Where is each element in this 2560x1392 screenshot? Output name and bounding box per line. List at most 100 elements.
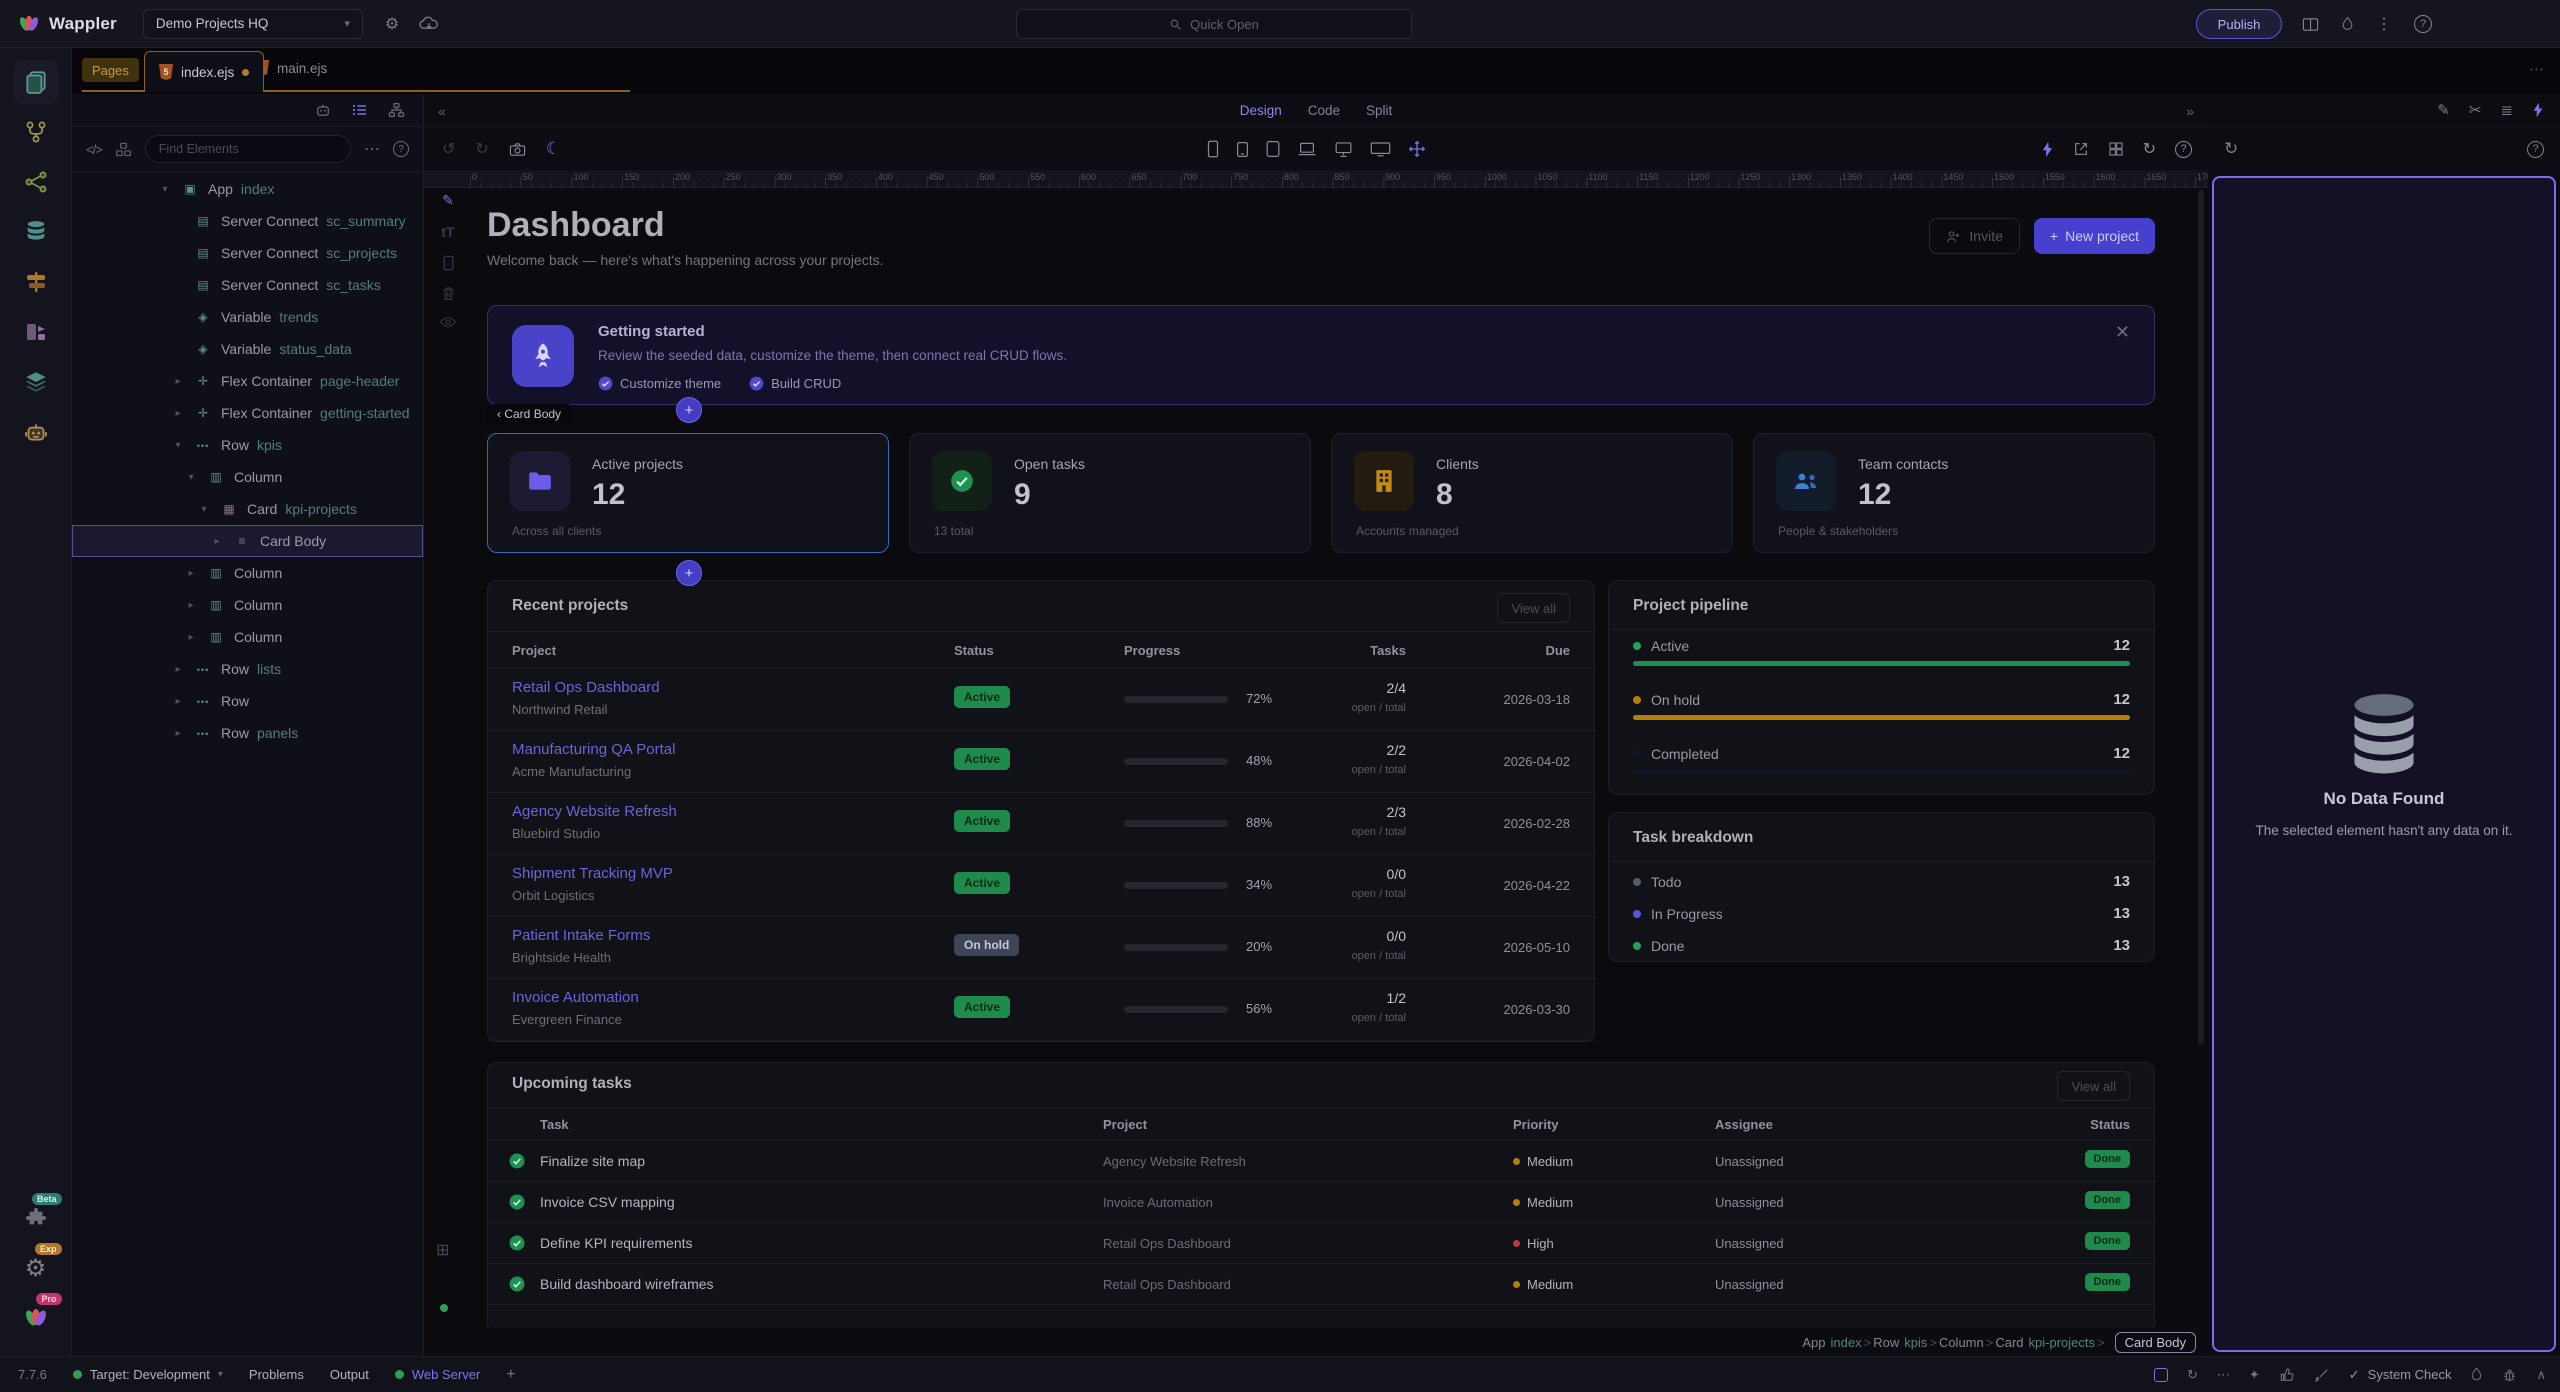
grid-guides-icon[interactable] [2108,141,2124,157]
device-monitor-icon[interactable] [1370,141,1391,157]
insert-after-button[interactable]: + [676,560,702,586]
styles-icon[interactable]: ≣ [2500,101,2513,119]
rail-components[interactable] [14,310,58,354]
banner-step-chip[interactable]: Customize theme [598,376,721,391]
breadcrumb-item[interactable]: Appindex [1802,1335,1861,1350]
grid-toggle-icon[interactable]: ⊞ [436,1240,449,1260]
breadcrumb-item[interactable]: Cardkpi-projects [1995,1335,2095,1350]
invite-button[interactable]: Invite [1929,218,2019,254]
caret-icon[interactable]: ▸ [171,696,185,707]
bug-icon[interactable] [2502,1367,2517,1383]
breadcrumb-item[interactable]: Column [1939,1335,1984,1350]
tree-row[interactable]: Variable status_data [72,333,423,365]
caret-icon[interactable]: ▸ [210,536,224,547]
tab-index-ejs[interactable]: 5 index.ejs [144,51,264,92]
rail-database[interactable] [14,210,58,254]
system-check-button[interactable]: ✓System Check [2349,1367,2452,1383]
tree-row[interactable]: ▾ Row kpis [72,429,423,461]
rail-workflows[interactable] [14,160,58,204]
caret-icon[interactable]: ▸ [171,408,185,419]
design-help-icon[interactable]: ? [2175,141,2192,158]
tree-row[interactable]: ▸ Flex Container page-header [72,365,423,397]
caret-icon[interactable]: ▸ [171,728,185,739]
refresh-icon[interactable]: ↻ [2187,1367,2198,1383]
edit-mode-icon[interactable]: ✎ [442,192,454,209]
add-panel-icon[interactable]: + [506,1366,515,1384]
banner-step-chip[interactable]: Build CRUD [749,376,841,391]
project-link[interactable]: Patient Intake Forms [512,927,650,944]
publish-button[interactable]: Publish [2196,9,2282,39]
rail-settings[interactable]: ⚙Exp [14,1246,58,1290]
project-link[interactable]: Manufacturing QA Portal [512,741,675,758]
tree-row[interactable]: Variable trends [72,301,423,333]
kpi-card-open-tasks[interactable]: Open tasks 9 13 total [909,433,1311,553]
output-tab[interactable]: Output [330,1367,369,1382]
format-brush-icon[interactable] [2314,1367,2330,1383]
device-tablet-icon[interactable] [1266,140,1280,158]
project-row[interactable]: Retail Ops Dashboard Northwind Retail Ac… [488,669,1594,731]
project-row[interactable]: Invoice Automation Evergreen Finance Act… [488,979,1594,1041]
project-link[interactable]: Shipment Tracking MVP [512,865,673,882]
project-row[interactable]: Patient Intake Forms Brightside Health O… [488,917,1594,979]
device-desktop-icon[interactable] [1334,141,1353,158]
check-circle-icon[interactable] [508,1152,526,1170]
web-server-tab[interactable]: Web Server [395,1367,480,1382]
tree-row[interactable]: ▸ Row panels [72,717,423,749]
close-icon[interactable]: ✕ [2115,322,2130,343]
rail-pro[interactable]: Pro [14,1296,58,1340]
breadcrumb-item[interactable]: Rowkpis [1873,1335,1927,1350]
caret-icon[interactable]: ▾ [184,472,198,483]
responsive-move-icon[interactable] [1408,140,1426,158]
device-laptop-icon[interactable] [1297,141,1317,157]
tree-row[interactable]: Server Connect sc_tasks [72,269,423,301]
tree-row[interactable]: ▸ Column [72,589,423,621]
kpi-card-clients[interactable]: Clients 8 Accounts managed [1331,433,1733,553]
tree-row[interactable]: ▸ Row [72,685,423,717]
theme-droplet-icon[interactable] [2341,16,2354,32]
task-row[interactable]: Build dashboard wireframes Retail Ops Da… [488,1264,2154,1305]
refresh-icon[interactable]: ↻ [2143,139,2156,159]
tree-row[interactable]: ▸ Column [72,621,423,653]
caret-icon[interactable]: ▾ [197,504,211,515]
cut-icon[interactable]: ✂ [2469,101,2482,119]
kpi-card-team-contacts[interactable]: Team contacts 12 People & stakeholders [1753,433,2155,553]
check-circle-icon[interactable] [508,1275,526,1293]
tree-row[interactable]: ▸ Flex Container getting-started [72,397,423,429]
tree-row[interactable]: ▾ App index [72,173,423,205]
help-icon[interactable]: ? [2414,15,2432,33]
structure-list-view-icon[interactable] [352,103,368,117]
cloud-download-icon[interactable] [419,14,439,34]
design-canvas[interactable]: ✎ tT ⊞ Dashboard Welcome back — here's w… [424,188,2208,1356]
project-row[interactable]: Shipment Tracking MVP Orbit Logistics Ac… [488,855,1594,917]
device-phone-icon[interactable] [1207,140,1219,158]
sparkles-icon[interactable]: ✦ [2249,1367,2260,1383]
selected-element-chip[interactable]: ‹ Card Body [487,404,571,424]
tree-row[interactable]: Server Connect sc_summary [72,205,423,237]
ai-robot-icon[interactable] [314,101,332,119]
project-selector[interactable]: Demo Projects HQ ▾ [143,9,363,39]
view-mode-tab[interactable]: Code [1308,103,1340,118]
tree-row[interactable]: Server Connect sc_projects [72,237,423,269]
rail-pages[interactable] [14,60,58,104]
project-link[interactable]: Agency Website Refresh [512,803,677,820]
task-row[interactable]: Invoice CSV mapping Invoice Automation M… [488,1182,2154,1223]
insert-before-button[interactable]: + [676,397,702,423]
tree-row[interactable]: ▾ Card kpi-projects [72,493,423,525]
dynamic-events-icon[interactable] [2532,102,2544,118]
components-palette-icon[interactable] [115,142,132,157]
rail-layers[interactable] [14,360,58,404]
dynamic-data-icon[interactable] [2041,141,2054,158]
find-elements-input[interactable] [145,135,351,163]
tree-row[interactable]: ▸ Row lists [72,653,423,685]
caret-icon[interactable]: ▸ [171,664,185,675]
rail-git[interactable] [14,110,58,154]
kpi-card-active-projects[interactable]: Active projects 12 Across all clients [487,433,889,553]
rail-routes[interactable] [14,260,58,304]
project-row[interactable]: Agency Website Refresh Bluebird Studio A… [488,793,1594,855]
rail-ai-assistant[interactable] [14,410,58,454]
new-project-button[interactable]: + New project [2034,218,2155,254]
breadcrumb-current[interactable]: Card Body [2115,1332,2196,1353]
expand-right-icon[interactable]: » [2186,94,2194,127]
thumbs-up-icon[interactable] [2279,1367,2295,1383]
project-link[interactable]: Invoice Automation [512,989,639,1006]
